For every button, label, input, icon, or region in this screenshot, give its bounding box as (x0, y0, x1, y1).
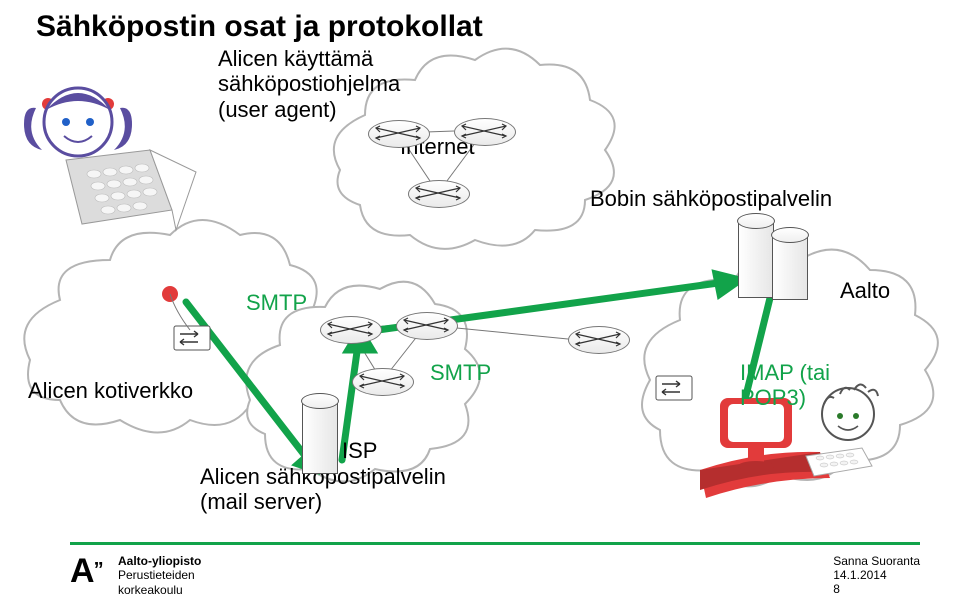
diagram-title: Sähköpostin osat ja protokollat (36, 10, 483, 44)
router-aalto (568, 326, 628, 352)
footer-sub1: Perustieteiden (118, 568, 195, 582)
label-alice-home: Alicen kotiverkko (28, 378, 193, 403)
footer-sub2: korkeakoulu (118, 583, 183, 597)
label-alice-server-l2: (mail server) (200, 489, 322, 514)
label-aalto: Aalto (840, 278, 890, 303)
router-isp-left (320, 316, 380, 342)
footer-uni: Aalto-yliopisto (118, 554, 201, 568)
alice-character (24, 88, 196, 230)
label-smtp2: SMTP (430, 360, 491, 385)
network-svg (0, 0, 960, 606)
label-imap-l1: IMAP (tai (740, 360, 830, 385)
server-isp (302, 402, 336, 472)
aalto-logo-text: Aalto-yliopisto Perustieteiden korkeakou… (118, 554, 201, 597)
label-imap: IMAP (tai POP3) (740, 360, 830, 411)
label-alice-agent-l3: (user agent) (218, 97, 337, 122)
router-mid-bottom (408, 180, 468, 206)
router-isp-right (396, 312, 456, 338)
aalto-logo: A” (70, 552, 103, 591)
label-bob-server: Bobin sähköpostipalvelin (590, 186, 832, 211)
footer-author: Sanna Suoranta (833, 554, 920, 568)
label-imap-l2: POP3) (740, 385, 806, 410)
label-isp: ISP (342, 438, 377, 463)
signal-dot (162, 286, 178, 302)
server-bob-2 (772, 236, 806, 298)
switch-aalto (656, 376, 692, 400)
switch-alice (174, 326, 210, 350)
footer-bar (70, 542, 920, 545)
router-top-left (368, 120, 428, 146)
footer-page: 8 (833, 582, 840, 596)
label-alice-agent: Alicen käyttämä sähköpostiohjelma (user … (218, 46, 400, 122)
label-alice-agent-l1: Alicen käyttämä (218, 46, 373, 71)
footer-date: 14.1.2014 (833, 568, 886, 582)
label-smtp1: SMTP (246, 290, 307, 315)
router-top-right (454, 118, 514, 144)
slide-footer: A” Aalto-yliopisto Perustieteiden korkea… (0, 542, 960, 606)
diagram-stage: Sähköpostin osat ja protokollat Alicen k… (0, 0, 960, 606)
server-bob-1 (738, 222, 772, 296)
router-isp-bottom (352, 368, 412, 394)
label-alice-agent-l2: sähköpostiohjelma (218, 71, 400, 96)
router-links (350, 131, 568, 381)
footer-meta: Sanna Suoranta 14.1.2014 8 (833, 554, 920, 596)
